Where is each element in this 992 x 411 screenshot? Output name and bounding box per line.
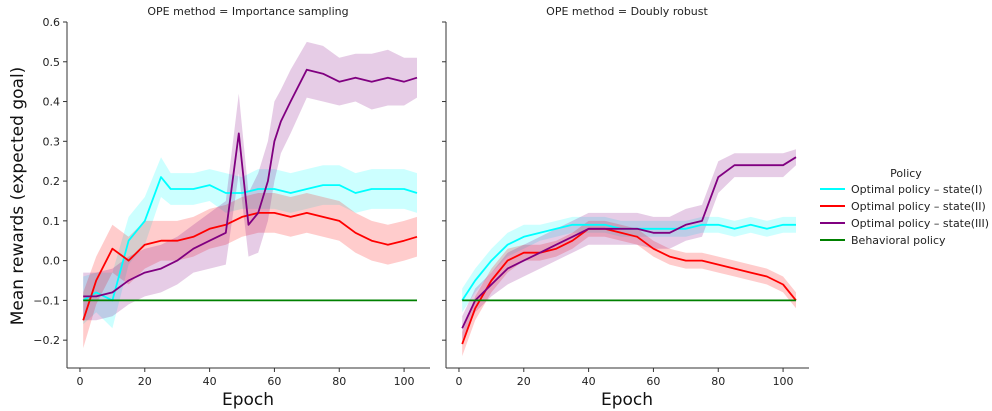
x-tick-label: 0	[76, 375, 83, 388]
line-optimal-policy-state-iii	[461, 156, 797, 329]
line-optimal-policy-state-ii	[82, 211, 418, 321]
legend: Policy Optimal policy – state(I) Optimal …	[820, 167, 989, 247]
line-optimal-policy-state-i	[82, 176, 418, 302]
band-optimal-policy-state-ii	[462, 220, 796, 357]
y-tick-label: 0.6	[43, 16, 61, 29]
band-optimal-policy-state-iii	[462, 149, 796, 341]
line-optimal-policy-state-ii	[461, 227, 797, 345]
x-tick-label: 0	[455, 375, 462, 388]
y-tick-label: 0.3	[43, 135, 61, 148]
x-tick-label: 20	[138, 375, 152, 388]
y-tick-label: −0.2	[33, 334, 60, 347]
x-tick-label: 80	[332, 375, 346, 388]
x-axis-label: Epoch	[601, 390, 653, 410]
y-tick-label: 0.2	[43, 175, 61, 188]
band-optimal-policy-state-iii	[83, 41, 417, 321]
y-tick-label: 0.5	[43, 56, 61, 69]
x-tick-label: 100	[394, 375, 415, 388]
line-optimal-policy-state-iii	[83, 68, 418, 298]
y-tick-label: 0.0	[43, 255, 61, 268]
legend-entry-behavioral-policy: Behavioral policy	[851, 234, 946, 247]
panel-title: OPE method = Doubly robust	[546, 5, 708, 18]
legend-title: Policy	[890, 167, 922, 180]
panel-importance-sampling: OPE method = Importance sampling 0 20 40 60…	[33, 5, 430, 388]
panel-title: OPE method = Importance sampling	[147, 5, 348, 18]
band-optimal-policy-state-ii	[83, 193, 417, 349]
legend-entry-optimal-policy-state-ii: Optimal policy – state(II)	[851, 200, 986, 213]
band-optimal-policy-state-i	[83, 157, 417, 329]
legend-entry-optimal-policy-state-i: Optimal policy – state(I)	[851, 183, 983, 196]
x-tick-label: 40	[203, 375, 217, 388]
y-tick-label: −0.1	[33, 294, 60, 307]
x-tick-label: 20	[517, 375, 531, 388]
x-axis-label: Epoch	[222, 390, 274, 410]
legend-entry-optimal-policy-state-iii: Optimal policy – state(III)	[851, 217, 989, 230]
y-axis-label: Mean rewards (expected goal)	[8, 67, 28, 326]
x-tick-label: 60	[646, 375, 660, 388]
band-optimal-policy-state-i	[462, 216, 796, 313]
x-tick-label: 100	[773, 375, 794, 388]
y-tick-label: 0.1	[43, 215, 61, 228]
x-tick-label: 60	[267, 375, 281, 388]
panel-doubly-robust: OPE method = Doubly robust 0 20 40 60 80 100	[442, 5, 809, 388]
y-tick-label: 0.4	[43, 96, 61, 109]
x-tick-label: 80	[711, 375, 725, 388]
x-tick-label: 40	[582, 375, 596, 388]
